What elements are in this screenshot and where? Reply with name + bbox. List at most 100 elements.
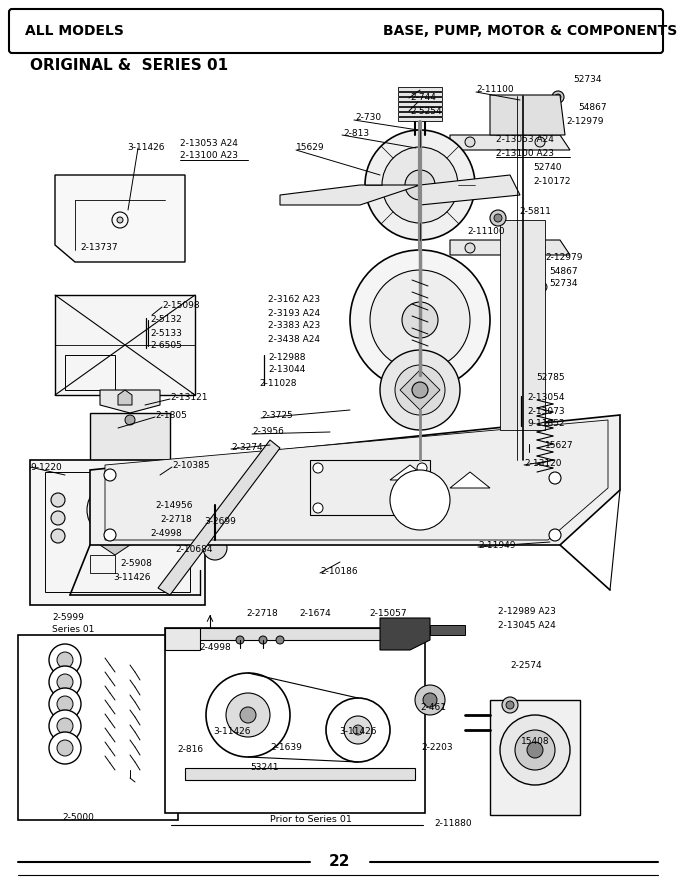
Text: 2-5000: 2-5000	[62, 813, 94, 822]
Polygon shape	[430, 625, 465, 635]
Circle shape	[207, 490, 223, 506]
Bar	[150, 495, 170, 525]
Circle shape	[532, 257, 538, 263]
Polygon shape	[105, 420, 608, 540]
Text: 3-11426: 3-11426	[339, 726, 377, 735]
Polygon shape	[450, 135, 570, 150]
Text: Series 01: Series 01	[52, 626, 95, 635]
Bar	[45, 472, 190, 592]
Text: 2-4998: 2-4998	[199, 643, 231, 652]
Circle shape	[49, 710, 81, 742]
Text: 2-730: 2-730	[355, 114, 381, 123]
Circle shape	[49, 732, 81, 764]
Text: 2-1674: 2-1674	[299, 610, 330, 619]
Circle shape	[417, 463, 427, 473]
FancyBboxPatch shape	[9, 9, 663, 53]
Text: 2-3274: 2-3274	[231, 442, 262, 451]
Circle shape	[51, 529, 65, 543]
Circle shape	[49, 688, 81, 720]
Polygon shape	[500, 220, 545, 430]
Text: 2-13100 A23: 2-13100 A23	[180, 151, 238, 160]
Text: 2-15057: 2-15057	[369, 610, 407, 619]
Text: 2-10684: 2-10684	[175, 546, 212, 554]
Circle shape	[537, 282, 547, 292]
Text: 2-14956: 2-14956	[155, 500, 192, 509]
Text: 52734: 52734	[573, 76, 602, 85]
Text: 15627: 15627	[545, 441, 574, 449]
Circle shape	[415, 685, 445, 715]
Polygon shape	[170, 628, 420, 640]
Circle shape	[535, 243, 545, 253]
Circle shape	[51, 493, 65, 507]
Polygon shape	[398, 92, 442, 96]
Text: 2-13121: 2-13121	[170, 392, 207, 401]
Polygon shape	[118, 390, 132, 405]
Text: 54867: 54867	[578, 102, 607, 111]
Circle shape	[57, 718, 73, 734]
Polygon shape	[490, 95, 565, 135]
Text: 2-10385: 2-10385	[172, 462, 209, 471]
Polygon shape	[90, 415, 620, 545]
Bar	[490, 700, 580, 815]
Text: 2-816: 2-816	[177, 745, 203, 754]
Bar	[90, 555, 115, 573]
Text: 2-5254: 2-5254	[410, 107, 441, 116]
Text: 2-2203: 2-2203	[421, 743, 453, 753]
Polygon shape	[420, 175, 520, 205]
Circle shape	[515, 730, 555, 770]
Circle shape	[104, 469, 116, 481]
Text: 2-2718: 2-2718	[160, 514, 192, 523]
Text: 2-13100 A23: 2-13100 A23	[496, 149, 554, 158]
Text: 3-11426: 3-11426	[213, 726, 250, 735]
Text: 2-744: 2-744	[410, 93, 436, 102]
Text: 2-12988: 2-12988	[268, 352, 305, 361]
Polygon shape	[185, 768, 415, 780]
Circle shape	[49, 666, 81, 698]
Polygon shape	[398, 97, 442, 101]
Circle shape	[51, 511, 65, 525]
Polygon shape	[100, 535, 130, 555]
Circle shape	[423, 693, 437, 707]
Text: 22: 22	[329, 854, 351, 870]
Bar	[65, 355, 115, 390]
Circle shape	[490, 210, 506, 226]
Text: 2-13737: 2-13737	[80, 244, 118, 253]
Text: BASE, PUMP, MOTOR & COMPONENTS: BASE, PUMP, MOTOR & COMPONENTS	[383, 24, 677, 38]
Circle shape	[353, 725, 363, 735]
Text: 52785: 52785	[536, 374, 564, 383]
Text: 2-12979: 2-12979	[545, 254, 583, 263]
Text: 2-13054: 2-13054	[527, 393, 564, 402]
Text: 52740: 52740	[533, 164, 562, 173]
Text: 2-813: 2-813	[343, 128, 369, 137]
Text: 2-3383 A23: 2-3383 A23	[268, 321, 320, 330]
Text: 2-5132: 2-5132	[150, 315, 182, 325]
Text: 2-5999: 2-5999	[52, 612, 84, 621]
Circle shape	[500, 715, 570, 785]
Polygon shape	[398, 107, 442, 111]
Text: 54867: 54867	[549, 266, 577, 276]
Circle shape	[395, 365, 445, 415]
Bar	[310, 460, 430, 515]
Circle shape	[552, 91, 564, 103]
Circle shape	[502, 697, 518, 713]
Circle shape	[49, 644, 81, 676]
Text: 2-1639: 2-1639	[270, 743, 302, 753]
Polygon shape	[505, 96, 540, 110]
Circle shape	[547, 120, 557, 130]
Polygon shape	[398, 117, 442, 121]
Circle shape	[390, 470, 450, 530]
Circle shape	[57, 740, 73, 756]
Circle shape	[494, 214, 502, 222]
Circle shape	[125, 415, 135, 425]
Circle shape	[555, 94, 561, 100]
Text: Prior to Series 01: Prior to Series 01	[270, 815, 352, 824]
Polygon shape	[400, 370, 440, 410]
Text: 3-11426: 3-11426	[127, 143, 165, 152]
Circle shape	[104, 529, 116, 541]
Text: 2-13073: 2-13073	[527, 407, 564, 416]
Circle shape	[549, 472, 561, 484]
Text: 15408: 15408	[521, 738, 549, 747]
Text: 2-11100: 2-11100	[467, 228, 505, 237]
Polygon shape	[55, 175, 185, 262]
Text: 2-1805: 2-1805	[155, 410, 187, 419]
